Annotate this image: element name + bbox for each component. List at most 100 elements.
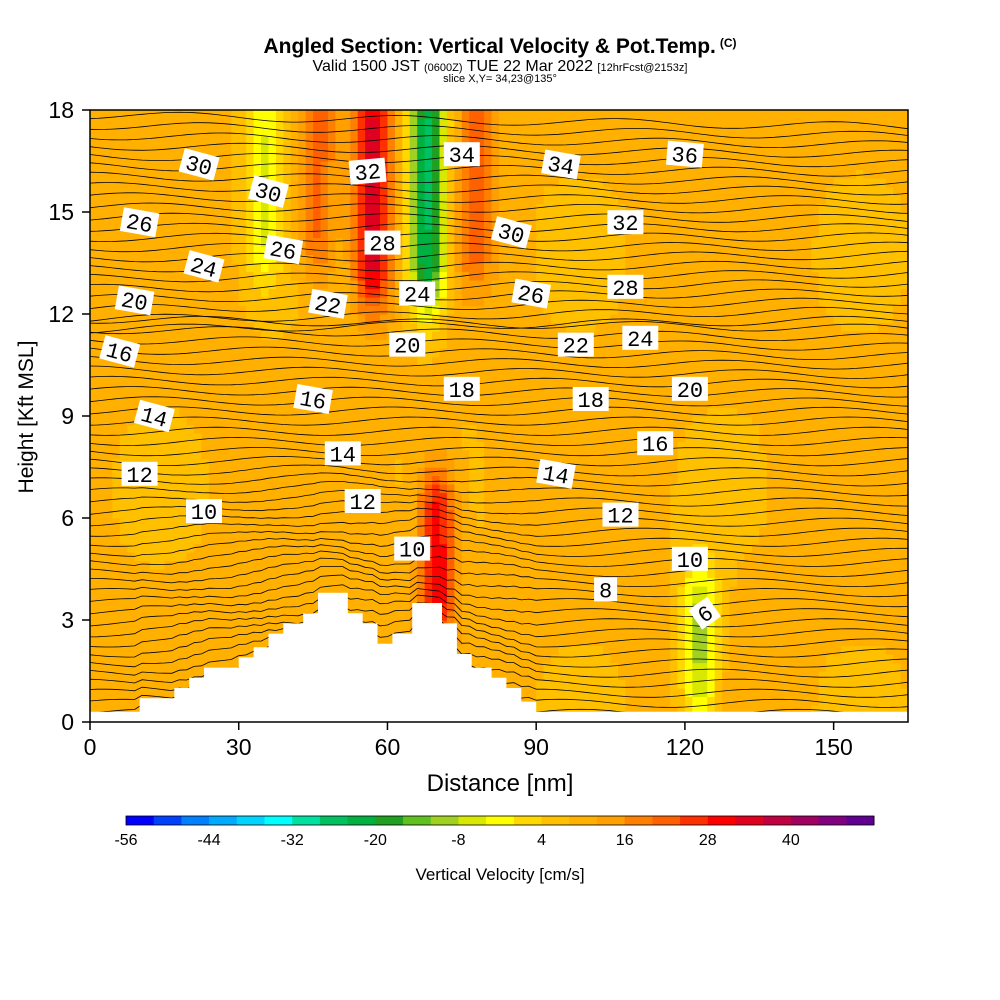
field-cell — [201, 178, 210, 188]
field-cell — [580, 679, 589, 689]
field-cell — [573, 543, 582, 553]
field-cell — [268, 144, 277, 154]
field-cell — [194, 288, 203, 298]
field-cell — [521, 152, 530, 162]
field-cell — [424, 127, 433, 137]
field-cell — [186, 186, 195, 196]
field-cell — [298, 509, 307, 519]
field-cell — [484, 365, 493, 375]
field-cell — [432, 577, 441, 587]
field-cell — [484, 144, 493, 154]
field-cell — [536, 416, 545, 426]
field-cell — [231, 441, 240, 451]
field-cell — [261, 637, 270, 647]
field-cell — [417, 594, 426, 604]
field-cell — [365, 220, 374, 230]
field-cell — [104, 450, 113, 460]
field-cell — [394, 220, 403, 230]
field-cell — [595, 458, 604, 468]
field-cell — [499, 509, 508, 519]
field-cell — [327, 356, 336, 366]
field-cell — [565, 135, 574, 145]
field-cell — [208, 135, 218, 145]
field-cell — [268, 127, 277, 137]
field-cell — [372, 450, 381, 460]
field-cell — [573, 110, 582, 120]
field-cell — [216, 450, 225, 460]
field-cell — [320, 475, 329, 485]
field-cell — [446, 543, 455, 553]
field-cell — [298, 152, 307, 162]
field-cell — [409, 433, 418, 443]
field-cell — [231, 135, 240, 145]
field-cell — [424, 365, 433, 375]
field-cell — [186, 305, 195, 315]
field-cell — [536, 178, 545, 188]
field-cell — [499, 433, 508, 443]
field-cell — [223, 271, 232, 281]
field-cell — [536, 637, 545, 647]
field-cell — [335, 220, 344, 230]
field-cell — [580, 212, 589, 222]
field-cell — [484, 637, 493, 647]
field-cell — [476, 577, 485, 587]
field-cell — [595, 637, 604, 647]
field-cell — [521, 484, 530, 494]
field-cell — [104, 577, 113, 587]
field-cell — [275, 356, 284, 366]
field-cell — [595, 611, 604, 621]
field-cell — [342, 118, 351, 128]
field-cell — [387, 203, 396, 213]
field-cell — [558, 501, 567, 511]
field-cell — [513, 501, 522, 511]
field-cell — [580, 628, 589, 638]
field-cell — [305, 135, 314, 145]
field-cell — [313, 560, 322, 570]
field-cell — [491, 526, 500, 536]
field-cell — [402, 416, 411, 426]
field-cell — [454, 169, 463, 179]
field-cell — [454, 611, 463, 621]
field-cell — [275, 518, 284, 528]
field-cell — [454, 467, 463, 477]
field-cell — [484, 178, 493, 188]
field-cell — [357, 399, 366, 409]
field-cell — [298, 424, 307, 434]
field-cell — [186, 492, 195, 502]
field-cell — [558, 305, 567, 315]
field-cell — [394, 611, 403, 621]
field-cell — [365, 399, 374, 409]
field-cell — [551, 178, 560, 188]
field-cell — [528, 118, 537, 128]
field-cell — [536, 169, 545, 179]
field-cell — [513, 254, 522, 264]
field-cell — [335, 399, 344, 409]
field-cell — [320, 127, 329, 137]
field-cell — [313, 552, 322, 562]
field-cell — [372, 254, 381, 264]
field-cell — [223, 212, 232, 222]
field-cell — [536, 186, 545, 196]
field-cell — [171, 594, 180, 604]
field-cell — [171, 467, 180, 477]
field-cell — [603, 671, 612, 681]
field-cell — [216, 611, 225, 621]
field-cell — [246, 518, 255, 528]
field-cell — [231, 280, 240, 290]
field-cell — [394, 169, 403, 179]
field-cell — [446, 203, 455, 213]
field-cell — [439, 484, 448, 494]
field-cell — [231, 161, 240, 171]
field-cell — [231, 543, 240, 553]
field-cell — [238, 450, 247, 460]
field-cell — [580, 654, 589, 664]
field-cell — [543, 348, 552, 358]
field-cell — [558, 484, 567, 494]
field-cell — [208, 237, 218, 247]
field-cell — [595, 212, 604, 222]
field-cell — [528, 399, 537, 409]
field-cell — [142, 280, 151, 290]
field-cell — [573, 518, 582, 528]
field-cell — [588, 611, 597, 621]
field-cell — [142, 365, 151, 375]
